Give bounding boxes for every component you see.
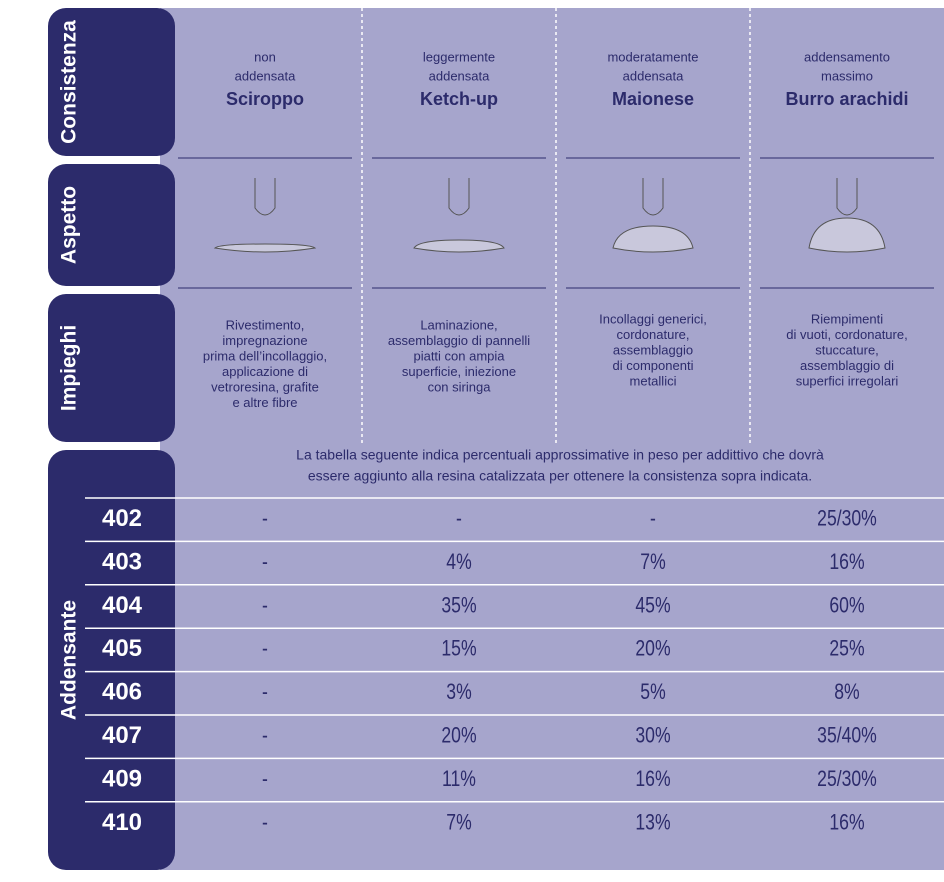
column-uses: Riempimenti — [811, 311, 883, 326]
column-description: moderatamente — [607, 49, 698, 64]
column-description: massimo — [821, 68, 873, 83]
column-uses: assemblaggio di pannelli — [388, 333, 530, 348]
column-uses: con siringa — [428, 379, 492, 394]
cell-value: 25/30% — [817, 507, 877, 531]
cell-value: - — [262, 594, 268, 618]
column-uses: e altre fibre — [232, 395, 297, 410]
cell-value: 35% — [441, 594, 476, 618]
column-name: Burro arachidi — [785, 89, 908, 109]
cell-value: - — [262, 767, 268, 791]
cell-value: 60% — [829, 594, 864, 618]
column-uses: metallici — [630, 373, 677, 388]
cell-value: 11% — [442, 767, 476, 791]
column-description: addensata — [623, 68, 684, 83]
column-description: leggermente — [423, 49, 495, 64]
section-title: Aspetto — [58, 186, 81, 264]
cell-value: 25/30% — [817, 767, 877, 791]
cell-value: 35/40% — [817, 724, 877, 748]
cell-value: 20% — [441, 724, 476, 748]
column-uses: impregnazione — [222, 333, 307, 348]
cell-value: - — [262, 550, 268, 574]
row-code: 402 — [102, 505, 142, 532]
cell-value: 3% — [446, 680, 471, 704]
cell-value: 16% — [829, 811, 864, 835]
cell-value: - — [456, 507, 462, 531]
column-name: Sciroppo — [226, 89, 304, 109]
cell-value: 16% — [829, 550, 864, 574]
column-uses: assemblaggio — [613, 342, 693, 357]
column-uses: Rivestimento, — [226, 317, 305, 332]
cell-value: 5% — [640, 680, 665, 704]
cell-value: 13% — [635, 811, 670, 835]
cell-value: - — [262, 811, 268, 835]
cell-value: 30% — [635, 724, 670, 748]
section-title: Impieghi — [58, 325, 81, 411]
note: La tabella seguente indica percentuali a… — [296, 447, 824, 463]
column-uses: assemblaggio di — [800, 358, 894, 373]
column-uses: Incollaggi generici, — [599, 311, 707, 326]
column-description: non — [254, 49, 276, 64]
cell-value: 15% — [441, 637, 476, 661]
column-uses: prima dell’incollaggio, — [203, 348, 327, 363]
row-code: 410 — [102, 809, 142, 836]
column-name: Ketch-up — [420, 89, 498, 109]
cell-value: 8% — [834, 680, 859, 704]
cell-value: 7% — [640, 550, 665, 574]
row-code: 406 — [102, 679, 142, 706]
note: essere aggiunto alla resina catalizzata … — [308, 468, 812, 484]
column-uses: di componenti — [613, 358, 694, 373]
column-uses: vetroresina, grafite — [211, 379, 319, 394]
cell-value: 25% — [829, 637, 864, 661]
column-uses: piatti con ampia — [413, 348, 505, 363]
row-code: 404 — [102, 592, 143, 619]
page: Consistenza Aspetto Impieghi Addensante non a… — [0, 0, 944, 877]
column-uses: cordonature, — [617, 327, 690, 342]
cell-value: 4% — [446, 550, 471, 574]
column-uses: Laminazione, — [420, 317, 497, 332]
cell-value: - — [262, 507, 268, 531]
row-code: 407 — [102, 722, 142, 749]
column-uses: applicazione di — [222, 364, 308, 379]
column-uses: stuccature, — [815, 342, 879, 357]
column-description: addensata — [235, 68, 296, 83]
column-uses: superficie, iniezione — [402, 364, 516, 379]
blob-sketch — [414, 240, 504, 252]
row-code: 409 — [102, 765, 142, 792]
cell-value: 45% — [635, 594, 670, 618]
cell-value: - — [262, 680, 268, 704]
column-description: addensata — [429, 68, 490, 83]
column-uses: superfici irregolari — [796, 373, 899, 388]
row-code: 405 — [102, 635, 142, 662]
row-code: 403 — [102, 548, 142, 575]
column-name: Maionese — [612, 89, 694, 109]
cell-value: - — [650, 507, 656, 531]
section-title: Addensante — [58, 600, 81, 720]
column-description: addensamento — [804, 49, 890, 64]
section-title: Consistenza — [58, 20, 81, 144]
cell-value: 20% — [635, 637, 670, 661]
cell-value: 7% — [446, 811, 471, 835]
cell-value: - — [262, 637, 268, 661]
cell-value: 16% — [635, 767, 670, 791]
column-uses: di vuoti, cordonature, — [786, 327, 907, 342]
cell-value: - — [262, 724, 268, 748]
